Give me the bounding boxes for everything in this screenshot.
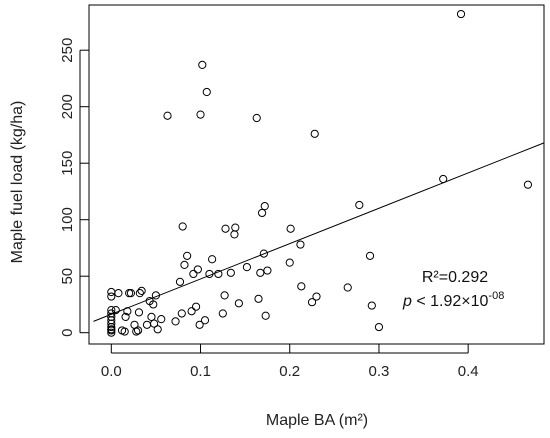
data-point — [157, 315, 166, 324]
data-point — [163, 111, 172, 120]
plot-area: 0.0 0.1 0.2 0.3 0.4 0 50 100 150 200 250 — [59, 4, 545, 380]
data-point — [135, 289, 144, 298]
data-point — [125, 289, 134, 298]
data-point — [137, 286, 146, 295]
data-point — [307, 298, 317, 307]
data-point — [202, 87, 211, 97]
data-point — [126, 289, 136, 298]
data-point — [114, 289, 123, 298]
data-point — [175, 277, 185, 286]
data-point — [221, 224, 230, 233]
data-point — [134, 308, 144, 317]
p-value-main: < 1.92×10 — [412, 293, 489, 310]
x-tick-label: 0.4 — [458, 363, 479, 380]
data-point — [198, 60, 207, 69]
data-point — [121, 312, 130, 321]
data-point — [218, 309, 227, 318]
data-point — [195, 320, 204, 329]
data-point — [153, 325, 162, 334]
data-point — [226, 268, 235, 277]
y-tick-label: 250 — [59, 38, 76, 63]
regression-line — [93, 142, 545, 322]
x-tick-label: 0.3 — [369, 363, 390, 380]
data-point — [171, 317, 180, 326]
data-point — [107, 292, 116, 301]
data-point — [150, 319, 159, 328]
data-point — [147, 312, 156, 321]
data-point — [312, 292, 321, 301]
data-point — [256, 268, 265, 277]
data-point — [123, 307, 132, 316]
x-tick-label: 0.1 — [190, 363, 211, 380]
y-axis-title-group: Maple fuel load (kg/ha) — [9, 101, 26, 264]
data-point — [133, 326, 143, 335]
data-point — [296, 240, 305, 249]
data-point — [177, 309, 186, 318]
y-tick-label: 200 — [59, 94, 76, 119]
data-point — [191, 302, 201, 311]
data-point — [214, 269, 223, 279]
data-point — [260, 202, 269, 211]
data-point — [365, 251, 375, 260]
p-value-exponent: -08 — [488, 290, 504, 302]
data-point — [286, 224, 295, 233]
y-tick-label: 50 — [59, 268, 76, 285]
x-axis-title: Maple BA (m²) — [266, 412, 368, 429]
p-value-annotation: p < 1.92×10-08 — [402, 290, 504, 310]
data-point — [200, 316, 210, 325]
data-point — [107, 306, 116, 315]
data-point — [208, 255, 217, 264]
data-point — [107, 287, 116, 297]
data-point — [297, 282, 306, 291]
data-point — [242, 263, 252, 272]
x-tick-label: 0.0 — [101, 363, 122, 380]
data-point — [252, 113, 261, 123]
plot-frame — [88, 4, 545, 345]
data-point — [257, 208, 267, 218]
data-point — [196, 110, 205, 119]
data-point — [263, 266, 272, 275]
data-point — [220, 291, 229, 300]
data-point — [355, 200, 364, 210]
data-point — [180, 260, 189, 269]
data-point — [254, 294, 263, 303]
r-squared-annotation: R²=0.292 — [422, 269, 488, 286]
y-axis-title: Maple fuel load (kg/ha) — [9, 101, 26, 264]
data-point — [111, 306, 120, 315]
data-point — [189, 269, 198, 279]
data-point — [107, 328, 116, 337]
data-point — [310, 129, 319, 138]
data-point — [234, 299, 243, 308]
data-point — [142, 320, 152, 329]
data-point — [183, 251, 192, 260]
data-point — [374, 322, 384, 332]
data-point — [230, 230, 239, 239]
data-point — [120, 327, 129, 336]
data-point — [523, 180, 533, 189]
data-point — [261, 311, 270, 320]
data-point — [132, 327, 141, 336]
data-point — [231, 223, 240, 232]
data-point — [193, 265, 202, 274]
x-tick-label: 0.2 — [279, 363, 300, 380]
data-point — [456, 9, 466, 19]
data-point — [187, 307, 196, 316]
data-point — [107, 325, 116, 334]
data-point — [367, 301, 376, 310]
y-tick-label: 100 — [59, 207, 76, 232]
data-point — [205, 269, 214, 279]
y-tick-label: 150 — [59, 151, 76, 176]
data-point — [285, 258, 294, 267]
y-tick-label: 0 — [59, 329, 76, 337]
data-point — [439, 174, 448, 184]
data-point — [151, 291, 161, 300]
data-point — [259, 249, 268, 258]
data-point — [178, 222, 187, 231]
p-symbol: p — [402, 293, 412, 310]
data-point — [343, 283, 352, 292]
data-point — [149, 300, 158, 309]
